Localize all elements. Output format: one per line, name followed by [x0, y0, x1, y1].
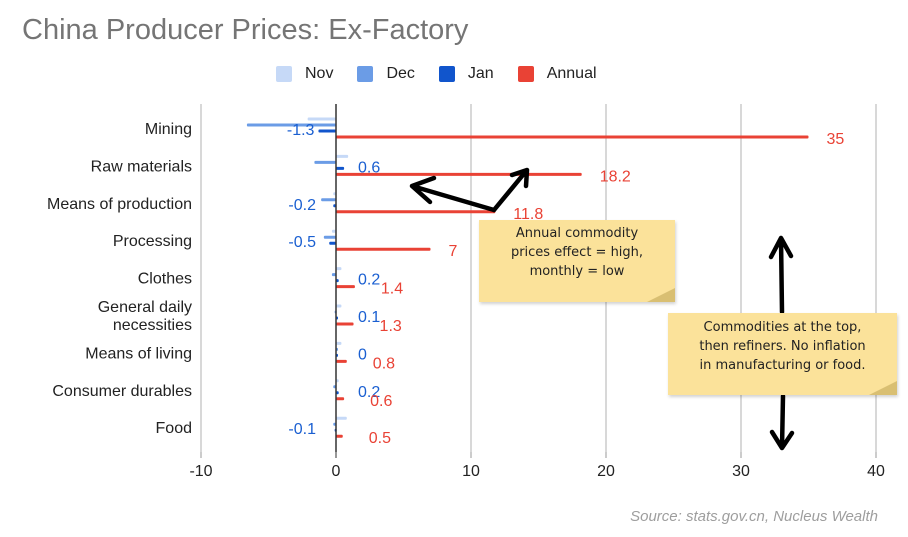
bar-dec-raw-materials[interactable]: [314, 160, 336, 164]
legend: Nov Dec Jan Annual: [276, 65, 621, 83]
category-label: Means of production: [47, 196, 192, 213]
bar-dec-processing[interactable]: [323, 235, 336, 239]
category-label: Food: [156, 420, 192, 437]
bar-annual-general-daily-necessities[interactable]: [336, 322, 354, 326]
annotation-note-commodity-effect: Annual commodity prices effect = high, m…: [479, 220, 675, 302]
x-tick-labels: -10 0 10 20 30 40: [189, 463, 885, 480]
bar-jan-mining[interactable]: [318, 129, 336, 133]
data-label-annual: 0.5: [369, 430, 391, 447]
x-tick-label: -10: [189, 463, 212, 480]
arrow-up-icon: [768, 235, 794, 315]
bar-dec-mining[interactable]: [246, 123, 336, 127]
data-label-annual: 35: [827, 131, 845, 148]
category-label: Mining: [145, 121, 192, 138]
legend-item-annual[interactable]: Annual: [517, 65, 597, 83]
legend-item-nov[interactable]: Nov: [276, 65, 333, 83]
note-line: in manufacturing or food.: [699, 358, 866, 373]
legend-label-jan: Jan: [467, 65, 494, 82]
bar-nov-clothes[interactable]: [336, 267, 342, 271]
category-labels: Mining Raw materials Means of production Pr…: [47, 121, 192, 437]
bar-nov-mining[interactable]: [307, 117, 336, 121]
legend-swatch-jan: [438, 66, 455, 82]
chart-title: China Producer Prices: Ex-Factory: [22, 14, 469, 46]
bar-annual-mining[interactable]: [336, 135, 809, 139]
source-note: Source: stats.gov.cn, Nucleus Wealth: [630, 508, 878, 525]
bar-nov-processing[interactable]: [331, 229, 336, 233]
x-tick-label: 20: [597, 463, 615, 480]
legend-label-dec: Dec: [386, 65, 415, 82]
bar-jan-raw-materials[interactable]: [336, 166, 345, 170]
note-fold: [869, 381, 897, 395]
category-label: General daily: [98, 299, 192, 316]
data-label-annual: 1.4: [381, 281, 403, 298]
legend-swatch-nov: [276, 66, 292, 82]
bar-nov-raw-materials[interactable]: [336, 154, 349, 158]
data-labels: -1.3350.618.2-0.211.8-0.570.21.40.11.300…: [287, 122, 845, 447]
category-label: necessities: [113, 317, 192, 334]
data-label-jan: -1.3: [287, 122, 315, 139]
legend-label-nov: Nov: [305, 65, 334, 82]
data-label-jan: 0: [358, 346, 367, 363]
legend-swatch-annual: [517, 66, 534, 82]
bar-jan-processing[interactable]: [329, 241, 336, 245]
zero-axis: [200, 104, 877, 458]
data-label-annual: 11.8: [513, 206, 543, 223]
data-label-jan: -0.1: [288, 421, 316, 438]
data-label-annual: 18.2: [600, 168, 631, 185]
data-label-jan: 0.1: [358, 309, 380, 326]
legend-label-annual: Annual: [546, 65, 597, 82]
note-line: then refiners. No inflation: [699, 339, 866, 354]
bar-annual-processing[interactable]: [336, 247, 431, 251]
data-label-jan: 0.2: [358, 272, 380, 289]
arrow-left-icon: [409, 175, 497, 213]
arrow-up-right-icon: [491, 167, 530, 213]
bar-dec-means-of-production[interactable]: [321, 198, 336, 202]
arrow-down-icon: [769, 393, 795, 451]
data-label-annual: 0.6: [370, 393, 392, 410]
data-label-annual: 0.8: [373, 355, 395, 372]
x-tick-label: 40: [867, 463, 885, 480]
data-label-annual: 7: [449, 243, 458, 260]
bar-annual-means-of-production[interactable]: [336, 210, 496, 214]
category-label: Clothes: [138, 271, 192, 288]
category-label: Means of living: [85, 345, 192, 362]
note-line: Annual commodity: [515, 226, 639, 241]
x-tick-label: 0: [332, 463, 341, 480]
x-tick-label: 10: [462, 463, 480, 480]
category-label: Processing: [113, 233, 192, 250]
bars: [246, 117, 809, 438]
data-label-jan: -0.2: [288, 197, 316, 214]
bar-dec-clothes[interactable]: [331, 273, 336, 277]
bar-annual-food[interactable]: [336, 434, 343, 438]
legend-item-jan[interactable]: Jan: [438, 65, 494, 83]
legend-swatch-dec: [357, 66, 374, 82]
x-tick-label: 30: [732, 463, 750, 480]
annotation-note-commodities-top: Commodities at the top, then refiners. N…: [668, 313, 897, 395]
category-label: Consumer durables: [52, 383, 192, 400]
note-line: monthly = low: [529, 264, 625, 279]
note-line: Commodities at the top,: [703, 320, 862, 335]
legend-item-dec[interactable]: Dec: [357, 65, 415, 83]
data-label-jan: 0.6: [358, 159, 380, 176]
note-fold: [647, 288, 675, 302]
data-label-jan: -0.5: [288, 234, 316, 251]
bar-annual-means-of-living[interactable]: [336, 359, 347, 363]
bar-nov-food[interactable]: [336, 416, 347, 420]
data-label-jan: 0.2: [358, 384, 380, 401]
bar-annual-consumer-durables[interactable]: [336, 397, 345, 401]
data-label-annual: 1.3: [380, 318, 402, 335]
bar-nov-means-of-living[interactable]: [336, 341, 342, 345]
category-label: Raw materials: [91, 158, 192, 175]
note-line: prices effect = high,: [510, 245, 644, 260]
bar-nov-general-daily-necessities[interactable]: [336, 304, 342, 308]
annotation-arrows: [409, 167, 795, 451]
bar-annual-clothes[interactable]: [336, 285, 355, 289]
